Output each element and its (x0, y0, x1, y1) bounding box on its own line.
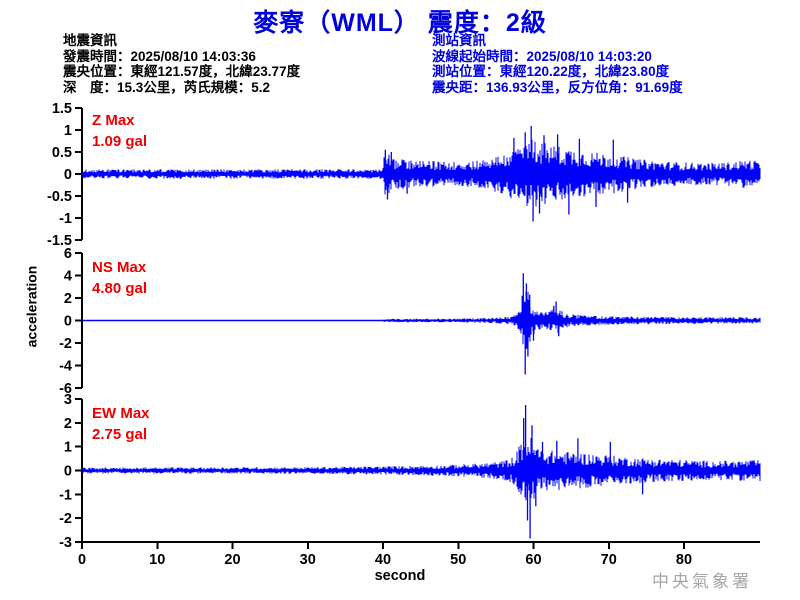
station-wave-start-time: 波線起始時間：2025/08/10 14:03:20 (432, 48, 652, 64)
agency-watermark: 中央氣象署 (652, 572, 752, 591)
y-axis-label: acceleration (23, 265, 40, 348)
y-tick-label: 0 (64, 314, 72, 330)
plot-ns: 6 4 2 0 -2 -4 -6 (59, 246, 761, 397)
ew-max-value: 2.75 gal (92, 426, 148, 443)
event-info-block: 地震資訊 發震時間：2025/08/10 14:03:36 震央位置：東經121… (63, 33, 300, 95)
station-info-block: 測站資訊 波線起始時間：2025/08/10 14:03:20 測站位置：東經1… (432, 33, 683, 95)
event-info-heading: 地震資訊 (63, 33, 117, 48)
x-tick-label: 40 (375, 552, 391, 568)
y-tick-label: -6 (59, 381, 72, 397)
x-tick-label: 60 (525, 552, 541, 568)
x-tick-label: 30 (300, 552, 316, 568)
ns-max-value: 4.80 gal (92, 280, 148, 297)
ew-max-title: EW Max (92, 405, 150, 422)
y-tick-label: 1.5 (52, 101, 72, 117)
station-distance-azimuth: 震央距：136.93公里，反方位角：91.69度 (432, 79, 683, 95)
x-axis: 0 10 20 30 40 50 60 70 80 (78, 541, 760, 568)
x-tick-label: 20 (224, 552, 240, 568)
page-title: 麥寮（WML） 震度：2級 (253, 9, 547, 37)
z-max-label: Z Max 1.09 gal (92, 110, 147, 152)
plot-ew: 3 2 1 0 -1 -2 -3 (59, 392, 761, 551)
waveform-spikes-z (384, 126, 629, 222)
y-tick-label: 2 (64, 291, 72, 307)
station-location: 測站位置：東經120.22度，北緯23.80度 (432, 64, 670, 79)
waveform-trace-ns (82, 291, 761, 349)
y-tick-label: 4 (64, 269, 72, 285)
y-tick-label: 2 (64, 416, 72, 432)
waveform-trace-ew (82, 438, 761, 501)
x-tick-label: 50 (450, 552, 466, 568)
ew-max-label: EW Max 2.75 gal (92, 403, 150, 445)
waveform-spikes-ew (523, 405, 644, 539)
y-tick-label: -3 (59, 535, 72, 551)
y-tick-label: 1 (64, 440, 72, 456)
x-tick-label: 0 (78, 552, 86, 568)
x-axis-label: second (374, 568, 426, 584)
y-tick-label: 0.5 (52, 145, 72, 161)
y-tick-label: -1.5 (47, 233, 72, 249)
y-tick-label: -2 (59, 336, 72, 352)
plot-z: 1.5 1 0.5 0 -0.5 -1 -1.5 (47, 101, 761, 249)
y-tick-label: 3 (64, 392, 72, 408)
y-tick-label: 0 (64, 464, 72, 480)
event-origin-time: 發震時間：2025/08/10 14:03:36 (63, 48, 256, 64)
waveform-trace-z (82, 139, 761, 207)
z-max-value: 1.09 gal (92, 133, 148, 150)
y-tick-label: 1 (64, 123, 72, 139)
x-tick-label: 10 (149, 552, 165, 568)
station-info-heading: 測站資訊 (432, 33, 486, 48)
y-tick-label: 0 (64, 167, 72, 183)
event-epicenter: 震央位置：東經121.57度，北緯23.77度 (63, 64, 301, 79)
x-tick-label: 70 (601, 552, 617, 568)
y-tick-label: -0.5 (47, 189, 72, 205)
waveform-spikes-ns (521, 273, 560, 375)
x-tick-label: 80 (676, 552, 692, 568)
y-tick-label: -2 (59, 511, 72, 527)
y-tick-label: -1 (59, 487, 72, 503)
y-tick-label: -1 (59, 211, 72, 227)
y-tick-label: 6 (64, 246, 72, 262)
z-max-title: Z Max (92, 112, 135, 129)
ns-max-label: NS Max 4.80 gal (92, 257, 147, 299)
event-depth-magnitude: 深 度：15.3公里，芮氏規模：5.2 (63, 79, 271, 95)
ns-max-title: NS Max (92, 259, 147, 276)
y-tick-label: -4 (59, 359, 72, 375)
